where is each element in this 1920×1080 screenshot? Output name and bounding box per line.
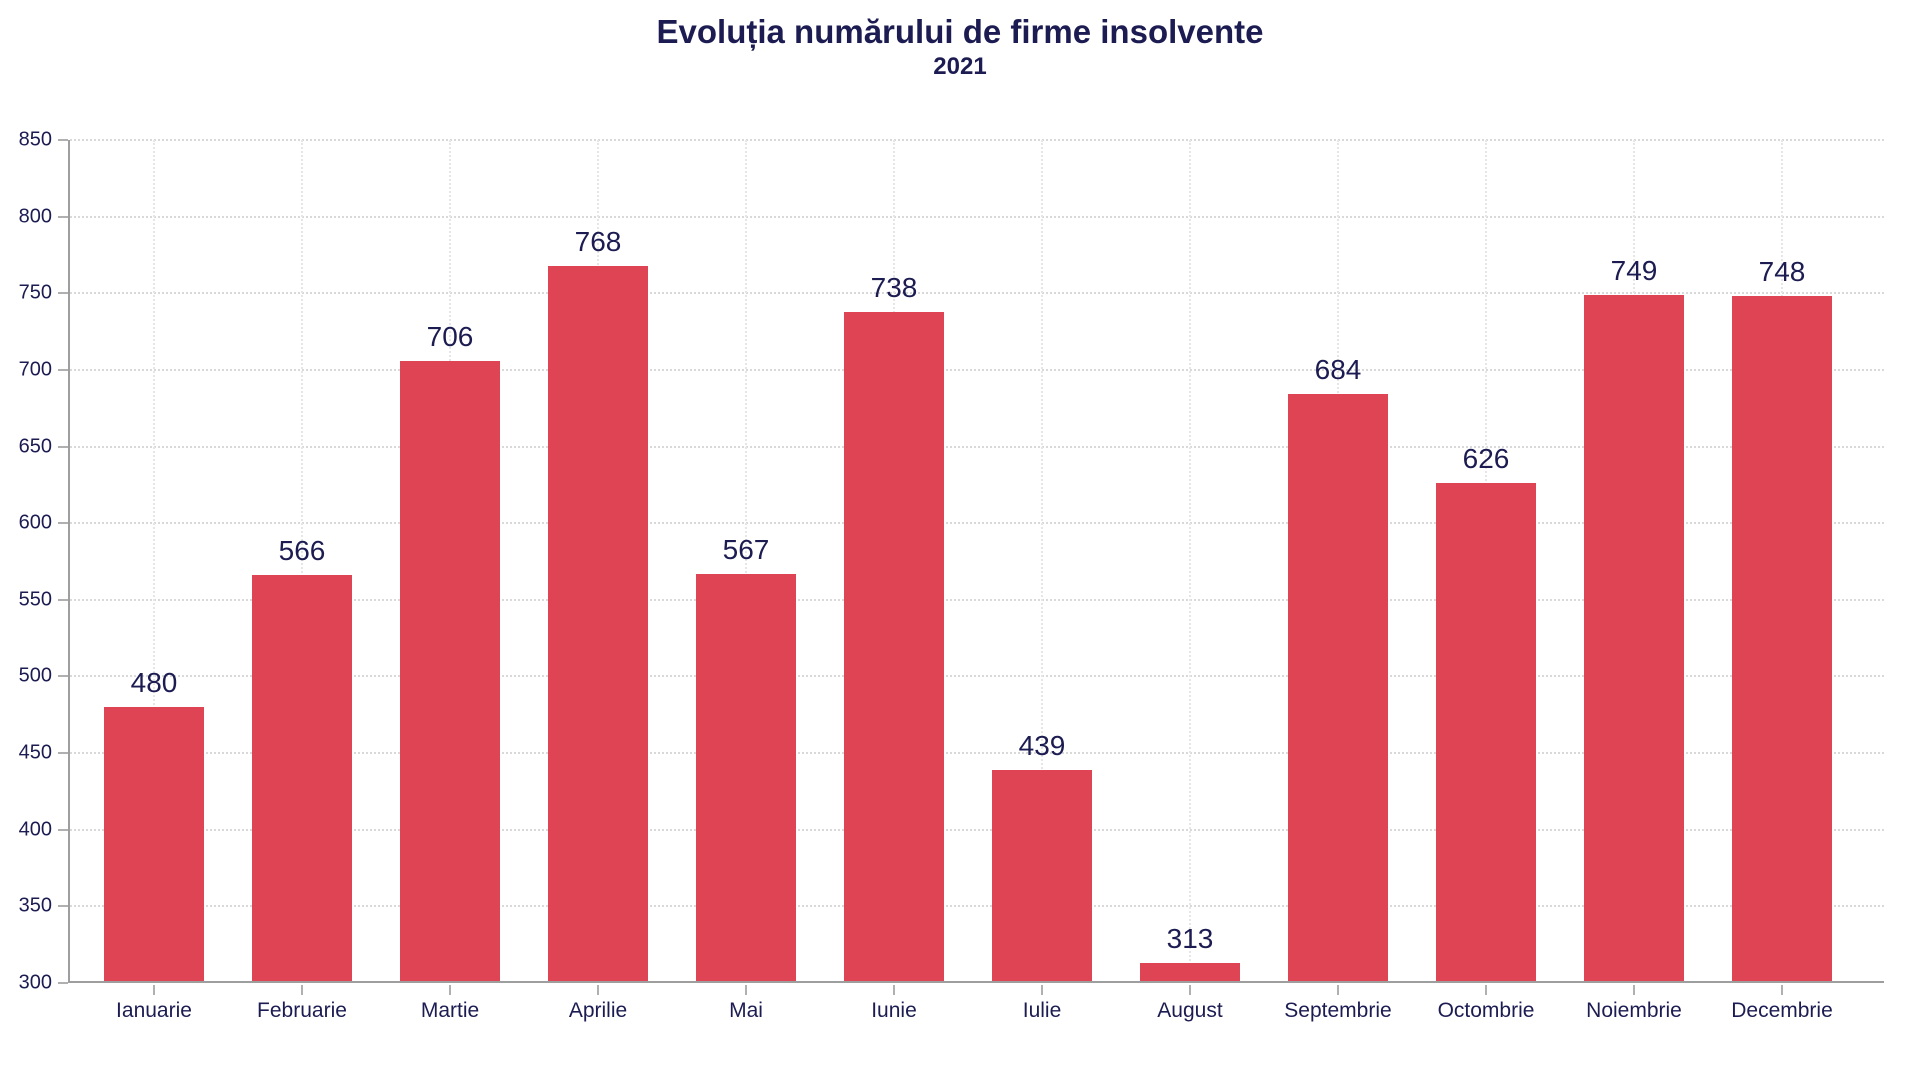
y-tick-mark <box>58 905 68 908</box>
x-tick-mark <box>1189 985 1191 995</box>
x-category-label: Octombrie <box>1437 999 1535 1022</box>
y-tick-label: 800 <box>18 205 52 228</box>
bar[interactable] <box>548 265 648 981</box>
y-tick-mark <box>58 598 68 601</box>
chart-title: Evoluția numărului de firme insolvente <box>656 13 1264 50</box>
x-gridline <box>153 140 155 981</box>
bar[interactable] <box>844 311 944 981</box>
bar[interactable] <box>252 575 352 981</box>
x-tick-mark <box>745 985 747 995</box>
plot-area: 300 350 400 450 500 550 600 650 700 750 800 850 480 I… <box>19 129 1884 1022</box>
bar[interactable] <box>1732 296 1832 981</box>
x-tick-mark <box>1485 985 1487 995</box>
y-gridline <box>70 368 1884 371</box>
bar[interactable] <box>696 573 796 981</box>
x-tick-mark <box>1337 985 1339 995</box>
y-tick-mark <box>58 752 68 755</box>
y-gridline <box>70 828 1884 831</box>
x-category-label: Decembrie <box>1731 999 1833 1022</box>
y-tick-label: 350 <box>18 894 52 917</box>
bar-value-label: 626 <box>1462 443 1510 475</box>
y-gridline <box>70 139 1884 141</box>
bar-value-label: 748 <box>1758 256 1806 288</box>
x-category-label: Martie <box>420 999 480 1022</box>
y-tick-mark <box>58 368 68 371</box>
y-gridline <box>70 445 1884 448</box>
x-category-label: Februarie <box>257 999 347 1022</box>
y-tick-mark <box>58 522 68 525</box>
x-category-label: Iunie <box>871 999 917 1022</box>
bar[interactable] <box>1288 394 1388 981</box>
y-tick-mark <box>58 675 68 678</box>
x-category-label: Septembrie <box>1284 999 1392 1022</box>
x-tick-mark <box>1633 985 1635 995</box>
bar-value-label: 566 <box>278 535 326 567</box>
y-tick-mark <box>58 445 68 448</box>
y-tick-label: 300 <box>18 971 52 994</box>
x-gridline <box>1189 140 1191 981</box>
y-tick-mark <box>58 828 68 831</box>
y-gridline <box>70 675 1884 678</box>
bar[interactable] <box>992 769 1092 981</box>
x-category-label: Ianuarie <box>116 999 192 1022</box>
y-tick-label: 600 <box>18 511 52 534</box>
x-category-label: August <box>1157 999 1223 1022</box>
bar[interactable] <box>400 360 500 981</box>
y-tick-label: 400 <box>18 818 52 841</box>
y-tick-label: 650 <box>18 435 52 458</box>
x-tick-mark <box>449 985 451 995</box>
bar-value-label: 313 <box>1166 923 1214 955</box>
x-tick-mark <box>1781 985 1783 995</box>
y-tick-label: 850 <box>18 128 52 151</box>
x-axis-line <box>68 981 1884 983</box>
y-tick-mark <box>58 292 68 295</box>
bar-value-label: 567 <box>722 533 770 565</box>
y-gridline <box>70 905 1884 908</box>
y-tick-label: 750 <box>18 281 52 304</box>
x-category-label: Mai <box>729 999 763 1022</box>
bar-value-label: 480 <box>130 667 178 699</box>
y-tick-label: 700 <box>18 358 52 381</box>
x-gridline <box>745 140 747 981</box>
y-axis-line <box>68 140 70 983</box>
bar-value-label: 749 <box>1610 254 1658 286</box>
bar[interactable] <box>1140 963 1240 981</box>
x-tick-mark <box>893 985 895 995</box>
y-gridline <box>70 598 1884 601</box>
bar-value-label: 684 <box>1314 354 1362 386</box>
x-tick-mark <box>153 985 155 995</box>
y-tick-label: 500 <box>18 664 52 687</box>
y-tick-mark <box>58 139 68 141</box>
y-gridline <box>70 522 1884 525</box>
bar-value-label: 738 <box>870 271 918 303</box>
y-tick-mark <box>58 215 68 218</box>
x-tick-mark <box>301 985 303 995</box>
y-gridline <box>70 752 1884 755</box>
bar[interactable] <box>1436 483 1536 981</box>
y-gridline <box>70 215 1884 218</box>
bar-value-label: 768 <box>574 225 622 257</box>
y-tick-label: 450 <box>18 741 52 764</box>
x-tick-mark <box>597 985 599 995</box>
x-gridline <box>301 140 303 981</box>
y-gridline <box>70 292 1884 295</box>
x-tick-mark <box>1041 985 1043 995</box>
x-gridline <box>1041 140 1043 981</box>
bar-value-label: 439 <box>1018 729 1066 761</box>
bar[interactable] <box>1584 294 1684 981</box>
chart-subtitle: 2021 <box>933 53 987 80</box>
x-category-label: Iulie <box>1022 999 1062 1022</box>
x-category-label: Noiembrie <box>1586 999 1682 1022</box>
y-tick-mark <box>58 982 68 984</box>
x-category-label: Aprilie <box>568 999 628 1022</box>
bar-value-label: 706 <box>426 320 474 352</box>
bar[interactable] <box>104 707 204 981</box>
y-tick-label: 550 <box>18 588 52 611</box>
